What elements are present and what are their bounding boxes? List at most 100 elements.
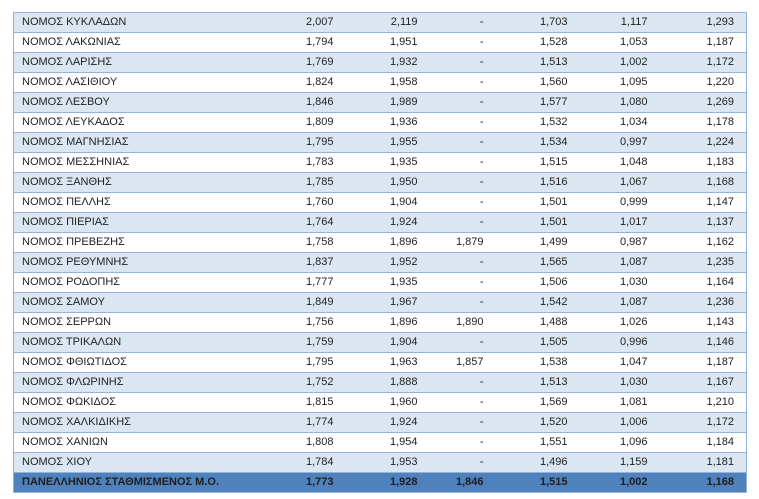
value-cell: 1,178 bbox=[659, 112, 747, 133]
value-cell: 1,117 bbox=[579, 12, 660, 33]
value-cell: 1,783 bbox=[265, 152, 346, 173]
value-cell: 1,760 bbox=[265, 192, 346, 213]
prefecture-name-cell: ΝΟΜΟΣ ΦΛΩΡΙΝΗΣ bbox=[13, 372, 266, 393]
value-cell: - bbox=[429, 32, 496, 53]
table-row: ΝΟΜΟΣ ΤΡΙΚΑΛΩΝ 1,759 1,904-1,505 0,996 1,146 bbox=[13, 332, 747, 353]
value-cell: 1,849 bbox=[265, 292, 346, 313]
value-cell: 1,520 bbox=[495, 412, 580, 433]
value-cell: 1,879 bbox=[429, 232, 496, 253]
value-cell: 1,236 bbox=[659, 292, 747, 313]
footer-value-cell: 1,002 bbox=[579, 472, 660, 493]
value-cell: 1,167 bbox=[659, 372, 747, 393]
value-cell: 1,515 bbox=[495, 152, 580, 173]
value-cell: 1,030 bbox=[579, 272, 660, 293]
table-row: ΝΟΜΟΣ ΛΕΣΒΟΥ 1,846 1,989-1,577 1,080 1,269 bbox=[13, 92, 747, 113]
value-cell: 1,904 bbox=[345, 332, 430, 353]
value-cell: 1,187 bbox=[659, 32, 747, 53]
prefecture-name-cell: ΝΟΜΟΣ ΛΑΡΙΣΗΣ bbox=[13, 52, 266, 73]
value-cell: 1,081 bbox=[579, 392, 660, 413]
value-cell: 1,513 bbox=[495, 52, 580, 73]
value-cell: 1,235 bbox=[659, 252, 747, 273]
value-cell: 1,989 bbox=[345, 92, 430, 113]
value-cell: 1,184 bbox=[659, 432, 747, 453]
value-cell: 1,501 bbox=[495, 192, 580, 213]
value-cell: 1,164 bbox=[659, 272, 747, 293]
value-cell: 1,752 bbox=[265, 372, 346, 393]
prefecture-name-cell: ΝΟΜΟΣ ΧΑΝΙΩΝ bbox=[13, 432, 266, 453]
value-cell: 1,172 bbox=[659, 52, 747, 73]
value-cell: 1,146 bbox=[659, 332, 747, 353]
value-cell: 1,210 bbox=[659, 392, 747, 413]
value-cell: 1,809 bbox=[265, 112, 346, 133]
table-row: ΝΟΜΟΣ ΛΑΣΙΘΙΟΥ 1,824 1,958-1,560 1,095 1,220 bbox=[13, 72, 747, 93]
value-cell: 1,513 bbox=[495, 372, 580, 393]
value-cell: 1,784 bbox=[265, 452, 346, 473]
prefecture-name-cell: ΝΟΜΟΣ ΚΥΚΛΑΔΩΝ bbox=[13, 12, 266, 33]
value-cell: 1,034 bbox=[579, 112, 660, 133]
prefecture-name-cell: ΝΟΜΟΣ ΦΘΙΩΤΙΔΟΣ bbox=[13, 352, 266, 373]
value-cell: 1,955 bbox=[345, 132, 430, 153]
value-cell: 1,808 bbox=[265, 432, 346, 453]
table-row: ΝΟΜΟΣ ΧΑΝΙΩΝ 1,808 1,954-1,551 1,096 1,184 bbox=[13, 432, 747, 453]
value-cell: - bbox=[429, 132, 496, 153]
value-cell: 1,528 bbox=[495, 32, 580, 53]
value-cell: 1,896 bbox=[345, 312, 430, 333]
value-cell: 1,935 bbox=[345, 272, 430, 293]
value-cell: - bbox=[429, 12, 496, 33]
value-cell: - bbox=[429, 72, 496, 93]
value-cell: 1,047 bbox=[579, 352, 660, 373]
value-cell: 1,951 bbox=[345, 32, 430, 53]
value-cell: 1,087 bbox=[579, 292, 660, 313]
value-cell: 1,954 bbox=[345, 432, 430, 453]
prefecture-name-cell: ΝΟΜΟΣ ΠΕΛΛΗΣ bbox=[13, 192, 266, 213]
value-cell: 1,538 bbox=[495, 352, 580, 373]
value-cell: - bbox=[429, 392, 496, 413]
prefecture-name-cell: ΝΟΜΟΣ ΦΩΚΙΔΟΣ bbox=[13, 392, 266, 413]
value-cell: 0,996 bbox=[579, 332, 660, 353]
value-cell: 1,924 bbox=[345, 212, 430, 233]
value-cell: 1,168 bbox=[659, 172, 747, 193]
value-cell: 1,577 bbox=[495, 92, 580, 113]
value-cell: 1,516 bbox=[495, 172, 580, 193]
value-cell: 1,172 bbox=[659, 412, 747, 433]
value-cell: 1,857 bbox=[429, 352, 496, 373]
value-cell: 1,932 bbox=[345, 52, 430, 73]
value-cell: 1,846 bbox=[265, 92, 346, 113]
value-cell: 1,087 bbox=[579, 252, 660, 273]
value-cell: - bbox=[429, 452, 496, 473]
table-row: ΝΟΜΟΣ ΠΡΕΒΕΖΗΣ 1,758 1,896 1,879 1,499 0,987 1… bbox=[13, 232, 747, 253]
value-cell: 1,542 bbox=[495, 292, 580, 313]
table-row: ΝΟΜΟΣ ΚΥΚΛΑΔΩΝ 2,007 2,119-1,703 1,117 1,293 bbox=[13, 12, 747, 33]
value-cell: 1,764 bbox=[265, 212, 346, 233]
value-cell: 1,952 bbox=[345, 252, 430, 273]
value-cell: 2,119 bbox=[345, 12, 430, 33]
value-cell: 1,785 bbox=[265, 172, 346, 193]
footer-label-cell: ΠΑΝΕΛΛΗΝΙΟΣ ΣΤΑΘΜΙΣΜΕΝΟΣ Μ.Ο. bbox=[13, 472, 266, 493]
value-cell: 1,030 bbox=[579, 372, 660, 393]
table-row: ΝΟΜΟΣ ΧΙΟΥ 1,784 1,953-1,496 1,159 1,181 bbox=[13, 452, 747, 473]
value-cell: 1,824 bbox=[265, 72, 346, 93]
value-cell: 1,067 bbox=[579, 172, 660, 193]
footer-value-cell: 1,773 bbox=[265, 472, 346, 493]
value-cell: 1,569 bbox=[495, 392, 580, 413]
value-cell: 1,896 bbox=[345, 232, 430, 253]
value-cell: 1,532 bbox=[495, 112, 580, 133]
value-cell: 1,017 bbox=[579, 212, 660, 233]
value-cell: 1,224 bbox=[659, 132, 747, 153]
value-cell: 1,967 bbox=[345, 292, 430, 313]
table-row: ΝΟΜΟΣ ΠΕΛΛΗΣ 1,760 1,904-1,501 0,999 1,147 bbox=[13, 192, 747, 213]
value-cell: 1,501 bbox=[495, 212, 580, 233]
value-cell: 1,953 bbox=[345, 452, 430, 473]
prefecture-table: ΝΟΜΟΣ ΚΥΚΛΑΔΩΝ 2,007 2,119-1,703 1,117 1,293… bbox=[13, 12, 747, 493]
table-row: ΝΟΜΟΣ ΧΑΛΚΙΔΙΚΗΣ 1,774 1,924-1,520 1,006 1,1… bbox=[13, 412, 747, 433]
value-cell: 1,488 bbox=[495, 312, 580, 333]
value-cell: 1,095 bbox=[579, 72, 660, 93]
table-row: ΝΟΜΟΣ ΛΕΥΚΑΔΟΣ 1,809 1,936-1,532 1,034 1,178 bbox=[13, 112, 747, 133]
value-cell: 1,096 bbox=[579, 432, 660, 453]
table-row: ΝΟΜΟΣ ΦΛΩΡΙΝΗΣ 1,752 1,888-1,513 1,030 1,167 bbox=[13, 372, 747, 393]
value-cell: 1,963 bbox=[345, 352, 430, 373]
value-cell: 1,703 bbox=[495, 12, 580, 33]
prefecture-name-cell: ΝΟΜΟΣ ΡΕΘΥΜΝΗΣ bbox=[13, 252, 266, 273]
table-row: ΝΟΜΟΣ ΜΑΓΝΗΣΙΑΣ 1,795 1,955-1,534 0,997 1,22… bbox=[13, 132, 747, 153]
value-cell: - bbox=[429, 192, 496, 213]
